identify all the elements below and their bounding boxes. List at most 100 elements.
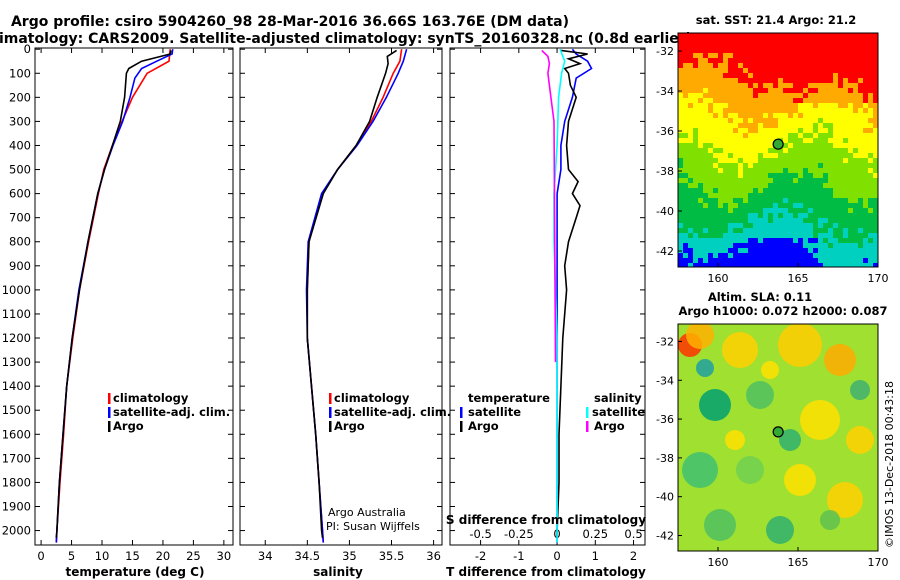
sst-cell (823, 223, 828, 228)
sst-cell (693, 148, 698, 153)
sst-cell (708, 78, 713, 83)
sst-cell (778, 203, 783, 208)
sst-cell (843, 148, 848, 153)
sst-cell (833, 228, 838, 233)
sst-cell (738, 78, 743, 83)
sst-cell (693, 193, 698, 198)
sst-cell (738, 233, 743, 238)
sst-cell (803, 103, 808, 108)
sst-cell (698, 243, 703, 248)
sst-cell (753, 78, 758, 83)
sst-cell (783, 98, 788, 103)
sst-cell (698, 53, 703, 58)
sst-cell (843, 38, 848, 43)
map-y-tick-label: -34 (656, 374, 674, 387)
sst-cell (773, 253, 778, 258)
sst-cell (758, 43, 763, 48)
sst-cell (808, 143, 813, 148)
sst-cell (723, 208, 728, 213)
sst-cell (843, 138, 848, 143)
x-tick-label: 1 (592, 549, 599, 563)
sst-cell (803, 53, 808, 58)
credit-line-1: Argo Australia (328, 506, 406, 519)
sst-cell (708, 73, 713, 78)
sst-cell (718, 48, 723, 53)
sst-cell (723, 188, 728, 193)
sst-cell (798, 83, 803, 88)
sst-cell (788, 168, 793, 173)
sst-cell (758, 228, 763, 233)
sst-cell (748, 68, 753, 73)
sst-cell (743, 223, 748, 228)
sst-cell (763, 33, 768, 38)
sst-cell (683, 128, 688, 133)
sst-cell (778, 123, 783, 128)
sst-cell (853, 203, 858, 208)
map-y-tick-label: -32 (656, 335, 674, 348)
sst-cell (828, 248, 833, 253)
sst-cell (833, 98, 838, 103)
sst-cell (873, 53, 878, 58)
sst-cell (688, 123, 693, 128)
sst-cell (748, 133, 753, 138)
sst-cell (818, 138, 823, 143)
x-tick-label: 2 (630, 549, 637, 563)
sst-cell (803, 58, 808, 63)
sst-cell (763, 223, 768, 228)
sst-cell (688, 38, 693, 43)
sst-cell (788, 83, 793, 88)
sla-anomaly (779, 429, 801, 451)
sst-cell (748, 83, 753, 88)
sst-cell (738, 213, 743, 218)
sla-anomaly (746, 381, 774, 409)
sst-cell (843, 208, 848, 213)
x-tick-label: 10 (95, 549, 110, 563)
sst-cell (803, 128, 808, 133)
sst-cell (763, 163, 768, 168)
sst-cell (848, 103, 853, 108)
sst-cell (838, 83, 843, 88)
sst-cell (768, 138, 773, 143)
sst-cell (713, 128, 718, 133)
sst-cell (773, 193, 778, 198)
sst-cell (853, 78, 858, 83)
sst-cell (803, 108, 808, 113)
sst-cell (683, 123, 688, 128)
sst-cell (718, 98, 723, 103)
sst-cell (753, 53, 758, 58)
sst-cell (703, 188, 708, 193)
sst-cell (703, 213, 708, 218)
sst-cell (778, 63, 783, 68)
sst-cell (783, 63, 788, 68)
x-tick-label: -1 (513, 549, 524, 563)
sst-cell (703, 233, 708, 238)
sst-cell (828, 188, 833, 193)
sst-cell (763, 68, 768, 73)
y-tick-label: 1200 (2, 331, 31, 345)
sst-cell (773, 58, 778, 63)
sst-cell (868, 178, 873, 183)
sst-cell (873, 43, 878, 48)
sst-cell (748, 63, 753, 68)
sst-cell (773, 113, 778, 118)
sst-cell (728, 193, 733, 198)
sst-cell (753, 178, 758, 183)
sst-cell (833, 153, 838, 158)
sst-cell (728, 243, 733, 248)
map-x-tick-label: 165 (788, 272, 809, 285)
temp-legend-climatology: climatology (113, 391, 189, 405)
sst-cell (753, 228, 758, 233)
sst-cell (718, 33, 723, 38)
sst-cell (813, 243, 818, 248)
sst-cell (728, 113, 733, 118)
sst-cell (748, 263, 753, 267)
sst-cell (838, 213, 843, 218)
sst-cell (843, 68, 848, 73)
sst-cell (763, 208, 768, 213)
sst-cell (733, 113, 738, 118)
sst-cell (838, 243, 843, 248)
sla-map-title-1: Altim. SLA: 0.11 (708, 290, 812, 304)
sst-cell (683, 108, 688, 113)
sst-cell (748, 213, 753, 218)
sst-cell (858, 253, 863, 258)
